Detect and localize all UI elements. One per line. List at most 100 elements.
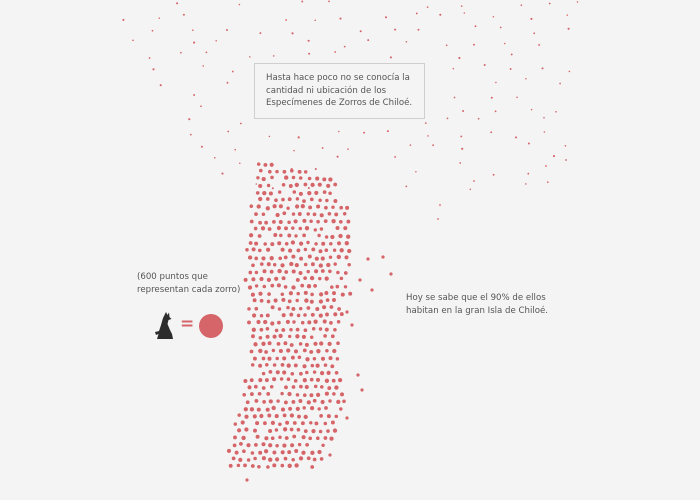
island-dot <box>296 248 301 253</box>
scatter-dot <box>565 159 567 161</box>
scatter-dot <box>525 77 527 80</box>
scatter-dot <box>359 30 362 33</box>
scatter-dot <box>182 13 185 16</box>
fact-text: Hoy se sabe que el 90% de ellos habitan … <box>406 293 549 316</box>
scatter-dot <box>437 218 439 220</box>
scatter-dot <box>463 12 466 14</box>
island-dot <box>324 291 329 295</box>
island-dot <box>303 247 308 252</box>
island-dot <box>389 272 393 276</box>
scatter-dot <box>200 145 203 148</box>
island-dot <box>370 288 374 292</box>
scatter-dot <box>192 29 194 31</box>
island-dot <box>347 262 351 267</box>
island-dot <box>303 182 308 187</box>
island-dot <box>270 175 274 180</box>
island-dot <box>281 276 286 281</box>
island-dot <box>288 291 294 296</box>
island-dot <box>256 319 261 325</box>
island-dot <box>261 386 266 390</box>
island-dot <box>331 205 335 209</box>
dot-icon <box>199 314 223 338</box>
island-dot <box>315 176 320 181</box>
island-dot <box>290 371 295 376</box>
island-dot <box>291 285 296 290</box>
island-dot <box>292 190 297 194</box>
island-dot <box>336 270 340 275</box>
scatter-dot <box>231 70 234 73</box>
island-dot <box>258 450 263 455</box>
island-dot <box>263 242 267 246</box>
island-dot <box>289 312 294 317</box>
island-dot <box>297 355 302 360</box>
island-dot <box>309 335 314 340</box>
island-dot <box>338 219 343 224</box>
scatter-dot <box>328 0 330 3</box>
island-dot <box>339 276 344 281</box>
island-dot <box>237 428 242 433</box>
island-dot <box>320 256 325 261</box>
island-dot <box>330 285 334 289</box>
island-dot <box>320 399 325 405</box>
island-dot <box>296 291 300 296</box>
island-dot <box>336 399 341 405</box>
scatter-dot <box>158 17 161 19</box>
island-dot <box>306 306 311 310</box>
island-dot <box>238 457 243 462</box>
island-dot <box>348 291 353 296</box>
island-dot <box>317 182 322 187</box>
island-dot <box>303 170 308 174</box>
island-dot <box>277 320 281 325</box>
scatter-dot <box>336 155 339 158</box>
island-dot <box>322 305 327 310</box>
island-dot <box>318 429 323 434</box>
island-dot <box>339 205 344 210</box>
scatter-dot <box>576 1 579 3</box>
island-dot <box>295 406 300 411</box>
island-dot <box>311 428 316 434</box>
island-dot <box>309 393 314 398</box>
island-dot <box>258 168 263 173</box>
island-dot <box>253 428 257 433</box>
island-dot <box>309 197 314 202</box>
scatter-dot <box>122 18 125 21</box>
island-dot <box>309 405 315 411</box>
island-dot <box>298 271 303 275</box>
island-dot <box>254 256 259 261</box>
scatter-dot <box>389 56 392 59</box>
island-dot <box>280 292 285 296</box>
scatter-dot <box>503 42 506 45</box>
island-dot <box>298 399 303 403</box>
island-dot <box>239 442 243 446</box>
island-dot <box>289 427 294 432</box>
island-dot <box>291 175 296 180</box>
scatter-dot <box>215 40 217 42</box>
island-dot <box>233 435 237 440</box>
scatter-dot <box>545 165 547 167</box>
scatter-dot <box>384 16 388 19</box>
island-dot <box>298 191 303 196</box>
island-dot <box>304 384 309 390</box>
island-dot <box>307 254 312 259</box>
island-dot <box>381 255 385 259</box>
island-dot <box>269 269 274 274</box>
island-dot <box>284 241 289 246</box>
island-dot <box>244 427 249 432</box>
island-dot <box>275 169 279 174</box>
island-dot <box>316 392 321 397</box>
scatter-dot <box>293 149 295 152</box>
island-dot <box>247 385 252 390</box>
island-dot <box>262 400 266 404</box>
island-dot <box>249 407 255 412</box>
island-dot <box>261 177 266 182</box>
island-dot <box>266 262 271 267</box>
island-dot <box>249 392 254 397</box>
scatter-dot <box>239 122 242 125</box>
island-dot <box>258 348 263 354</box>
island-dot <box>307 320 312 325</box>
island-dot <box>329 321 333 325</box>
island-dot <box>293 378 298 383</box>
scatter-dot <box>427 135 429 137</box>
island-dot <box>295 277 300 282</box>
island-dot <box>323 363 328 367</box>
